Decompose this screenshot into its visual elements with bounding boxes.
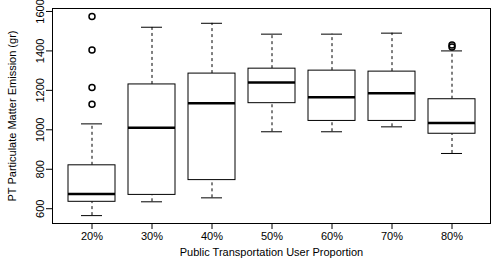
svg-text:1400: 1400 (34, 39, 46, 63)
svg-text:30%: 30% (141, 230, 163, 242)
svg-text:600: 600 (34, 200, 46, 218)
svg-text:40%: 40% (201, 230, 223, 242)
svg-text:50%: 50% (261, 230, 283, 242)
svg-text:60%: 60% (321, 230, 343, 242)
svg-text:PT Particulate Matter Emission: PT Particulate Matter Emission (gr) (6, 31, 18, 202)
svg-text:800: 800 (34, 160, 46, 178)
svg-text:1600: 1600 (34, 0, 46, 24)
svg-text:Public Transportation User Pro: Public Transportation User Proportion (180, 246, 363, 258)
svg-text:80%: 80% (441, 230, 463, 242)
svg-text:20%: 20% (81, 230, 103, 242)
svg-text:1000: 1000 (34, 118, 46, 142)
svg-text:70%: 70% (381, 230, 403, 242)
svg-text:1200: 1200 (34, 78, 46, 102)
